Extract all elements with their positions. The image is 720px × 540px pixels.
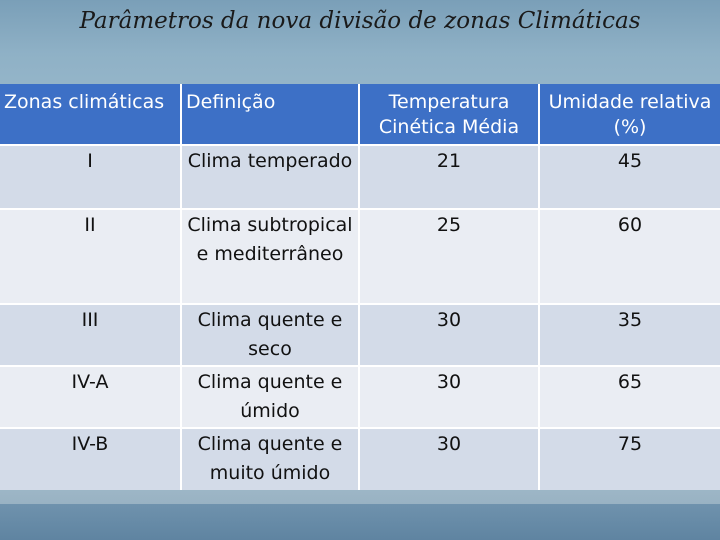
table-row: IV-A Clima quente e úmido 30 65	[0, 365, 720, 428]
cell-zona: IV-A	[0, 365, 182, 428]
cell-umidade: 35	[539, 303, 720, 366]
table-row: IV-B Clima quente e muito úmido 30 75	[0, 427, 720, 490]
cell-definicao: Clima temperado	[181, 144, 360, 209]
cell-umidade: 75	[539, 427, 720, 490]
header-umidade: Umidade relativa (%)	[539, 84, 720, 145]
cell-zona: IV-B	[0, 427, 182, 490]
footer-band	[0, 504, 720, 540]
cell-temperatura: 25	[359, 208, 540, 304]
cell-temperatura: 30	[359, 427, 540, 490]
header-definicao: Definição	[181, 84, 360, 145]
cell-temperatura: 30	[359, 365, 540, 428]
table-row: II Clima subtropical e mediterrâneo 25 6…	[0, 208, 720, 304]
cell-umidade: 60	[539, 208, 720, 304]
table-row: I Clima temperado 21 45	[0, 144, 720, 209]
cell-umidade: 65	[539, 365, 720, 428]
cell-definicao: Clima quente e úmido	[181, 365, 360, 428]
cell-definicao: Clima quente e muito úmido	[181, 427, 360, 490]
cell-zona: III	[0, 303, 182, 366]
cell-definicao: Clima subtropical e mediterrâneo	[181, 208, 360, 304]
table-row: III Clima quente e seco 30 35	[0, 303, 720, 366]
cell-zona: I	[0, 144, 182, 209]
cell-temperatura: 21	[359, 144, 540, 209]
cell-temperatura: 30	[359, 303, 540, 366]
climate-zones-table: Zonas climáticas Definição Temperatura C…	[0, 84, 720, 490]
slide-title: Parâmetros da nova divisão de zonas Clim…	[79, 8, 641, 34]
climate-zones-table-container: Zonas climáticas Definição Temperatura C…	[0, 84, 720, 490]
cell-zona: II	[0, 208, 182, 304]
table-header-row: Zonas climáticas Definição Temperatura C…	[0, 84, 720, 145]
cell-definicao: Clima quente e seco	[181, 303, 360, 366]
header-temperatura: Temperatura Cinética Média	[359, 84, 540, 145]
header-zonas-climaticas: Zonas climáticas	[0, 84, 182, 145]
cell-umidade: 45	[539, 144, 720, 209]
